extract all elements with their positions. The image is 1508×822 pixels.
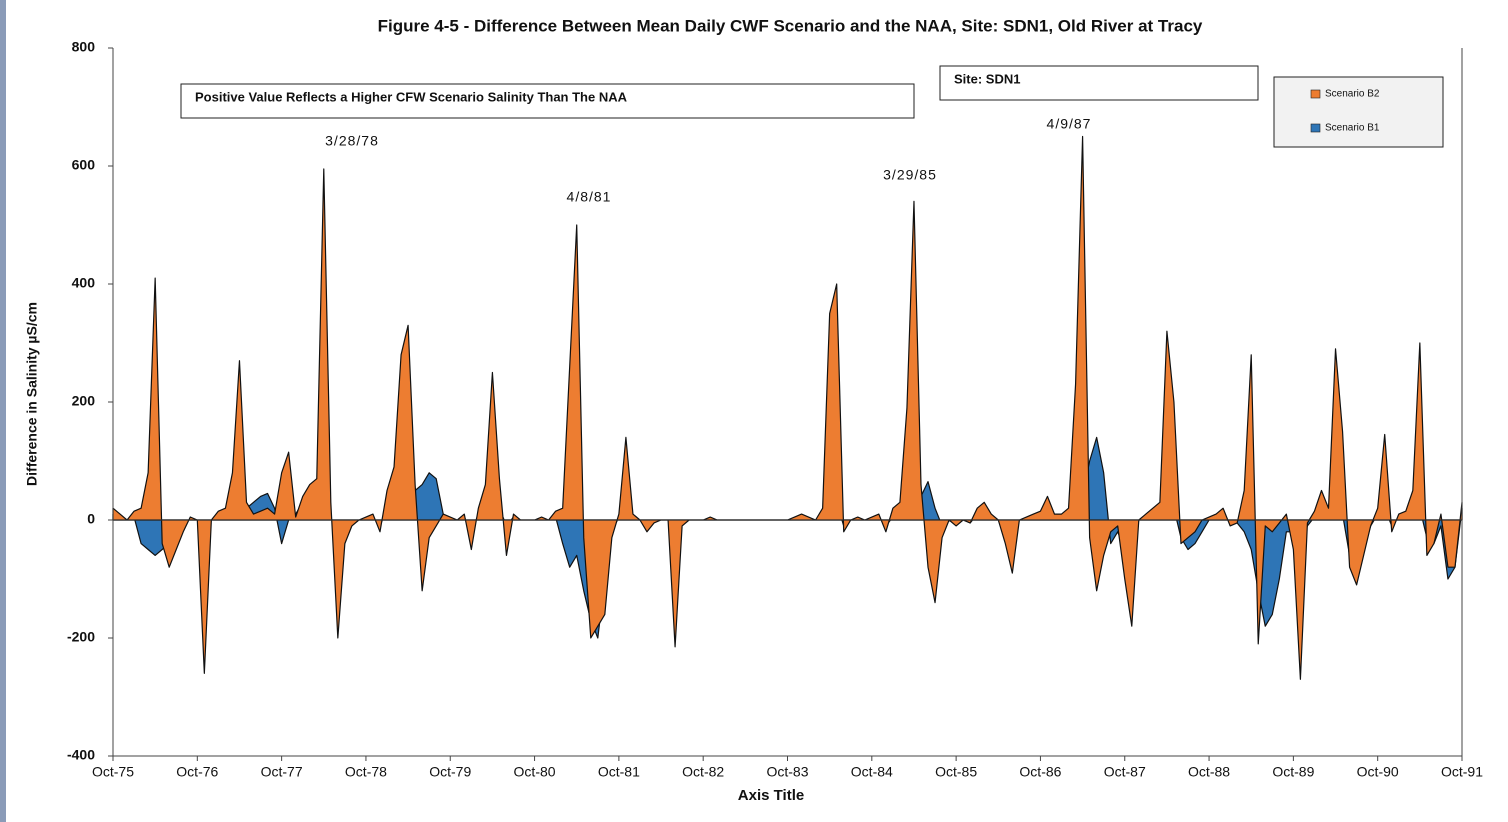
x-tick-label: Oct-82 xyxy=(682,764,724,780)
y-tick-label: 800 xyxy=(72,39,96,55)
peak-annotation: 4/8/81 xyxy=(567,189,612,205)
x-tick-label: Oct-86 xyxy=(1019,764,1061,780)
legend-label: Scenario B2 xyxy=(1325,89,1380,100)
y-axis-label: Difference in Salinity µS/cm xyxy=(24,302,40,486)
x-tick-label: Oct-78 xyxy=(345,764,387,780)
note-box xyxy=(180,83,915,119)
x-tick-label: Oct-88 xyxy=(1188,764,1230,780)
note: Positive Value Reflects a Higher CFW Sce… xyxy=(195,89,628,104)
area xyxy=(112,135,1463,680)
x-tick-label: Oct-76 xyxy=(176,764,218,780)
legend-swatch xyxy=(1310,89,1321,99)
x-tick-label: Oct-87 xyxy=(1104,764,1146,780)
legend-label: Scenario B1 xyxy=(1325,123,1380,134)
x-tick-label: Oct-79 xyxy=(429,764,471,780)
x-tick-label: Oct-85 xyxy=(935,764,977,780)
legend-swatch xyxy=(1310,123,1321,133)
plot-area: -400 -200 0 200 400 600 800 Oct-75 Oct-76 Oct-77 O… xyxy=(67,39,1483,780)
peak-annotation: 3/29/85 xyxy=(883,167,937,183)
x-tick-label: Oct-91 xyxy=(1441,764,1483,780)
x-tick-label: Oct-89 xyxy=(1272,764,1314,780)
legend: Scenario B2 Scenario B1 xyxy=(1273,76,1444,148)
site-box xyxy=(939,65,1259,101)
x-tick-label: Oct-80 xyxy=(514,764,556,780)
y-tick-label: 200 xyxy=(72,393,96,409)
y-tick-label: 600 xyxy=(72,157,96,173)
y-tick-label: -400 xyxy=(67,747,95,763)
y-tick-label: 0 xyxy=(87,511,95,527)
x-axis-label: Axis Title xyxy=(738,787,804,804)
legend-box xyxy=(1273,76,1444,148)
x-tick-label: Oct-90 xyxy=(1357,764,1399,780)
site-label: Site: SDN1 xyxy=(954,71,1020,86)
x-tick-label: Oct-77 xyxy=(261,764,303,780)
peak-annotation: 3/28/78 xyxy=(325,133,379,149)
y-tick-label: 400 xyxy=(72,275,96,291)
x-tick-label: Oct-84 xyxy=(851,764,893,780)
frame-edge xyxy=(0,0,6,822)
x-tick-label: Oct-81 xyxy=(598,764,640,780)
peak-annotation: 4/9/87 xyxy=(1047,116,1092,132)
chart-title: Figure 4-5 - Difference Between Mean Dai… xyxy=(378,16,1203,35)
x-tick-label: Oct-75 xyxy=(92,764,134,780)
y-tick-label: -200 xyxy=(67,629,95,645)
x-tick-label: Oct-83 xyxy=(766,764,808,780)
